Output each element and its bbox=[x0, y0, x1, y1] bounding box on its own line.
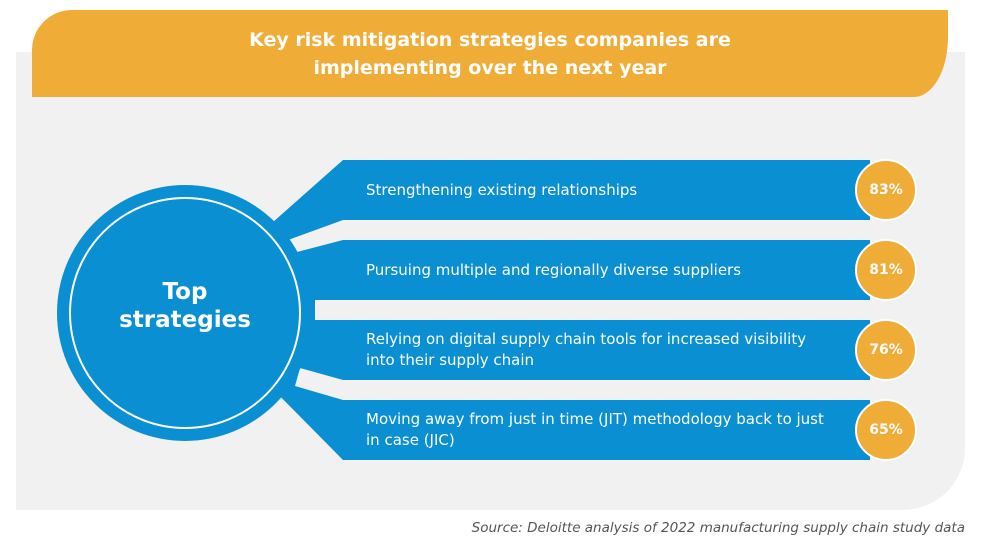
page-title: Key risk mitigation strategies companies… bbox=[249, 28, 731, 79]
center-circle bbox=[57, 185, 313, 441]
center-circle-ring bbox=[69, 197, 301, 429]
source-note: Source: Deloitte analysis of 2022 manufa… bbox=[471, 520, 965, 536]
percent-badge-1: 83% bbox=[855, 159, 917, 221]
center-label-line1: Top bbox=[162, 279, 208, 305]
header-banner: Key risk mitigation strategies companies… bbox=[32, 10, 948, 97]
strategy-label-1: Strengthening existing relationships bbox=[366, 180, 638, 199]
percent-badge-4: 65% bbox=[855, 399, 917, 461]
gap-2 bbox=[315, 300, 870, 320]
strategy-label-4: Moving away from just in time (JIT) meth… bbox=[366, 410, 824, 449]
gap-3 bbox=[295, 368, 870, 400]
gap-1 bbox=[288, 220, 870, 252]
percent-badge-2: 81% bbox=[855, 239, 917, 301]
strategy-label-2: Pursuing multiple and regionally diverse… bbox=[366, 260, 742, 279]
strategy-label-3: Relying on digital supply chain tools fo… bbox=[366, 330, 807, 369]
center-label: Top strategies bbox=[85, 278, 285, 334]
percent-badge-3: 76% bbox=[855, 319, 917, 381]
center-label-line2: strategies bbox=[119, 307, 251, 333]
